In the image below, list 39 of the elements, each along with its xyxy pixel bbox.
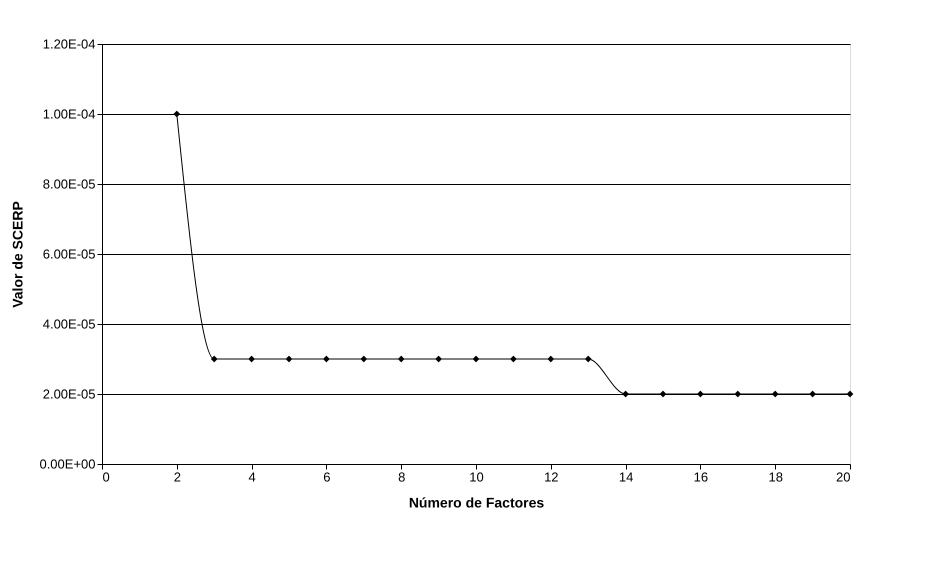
- x-tick-label: 14: [618, 470, 634, 484]
- x-tick-label: 0: [102, 470, 110, 484]
- point: [622, 390, 629, 398]
- x-tick-label: 6: [323, 470, 331, 484]
- point: [697, 390, 704, 398]
- point: [660, 390, 666, 398]
- y-tick-label: 1.20E-04: [42, 36, 96, 52]
- point: [210, 356, 218, 362]
- point: [734, 390, 742, 398]
- x-tick-label: 8: [398, 470, 406, 484]
- y-tick-label: 0.00E+00: [39, 456, 96, 472]
- point: [772, 390, 779, 398]
- point: [360, 356, 368, 362]
- point: [248, 356, 255, 362]
- x-tick-label: 20: [836, 470, 850, 484]
- point: [584, 356, 592, 362]
- y-tick-label: 2.00E-05: [42, 386, 96, 402]
- point: [398, 356, 405, 362]
- y-axis-title: Valor de SCERP: [9, 201, 26, 308]
- point: [323, 356, 330, 362]
- point: [846, 390, 854, 398]
- point: [510, 356, 517, 362]
- y-tick-label: 4.00E-05: [42, 316, 96, 332]
- point: [435, 356, 442, 362]
- x-tick-label: 12: [544, 470, 559, 484]
- x-axis-title: Número de Factores: [408, 494, 544, 510]
- y-tick-label: 8.00E-05: [42, 176, 96, 192]
- x-tick-label: 16: [694, 470, 708, 484]
- x-tick-label: 2: [174, 470, 181, 484]
- point: [472, 356, 480, 362]
- point: [286, 356, 292, 362]
- x-tick-label: 18: [768, 470, 783, 484]
- point: [809, 390, 816, 398]
- y-tick-label: 1.00E-04: [42, 106, 96, 122]
- x-tick-label: 10: [469, 470, 484, 484]
- point: [173, 110, 180, 118]
- y-tick-label: 6.00E-05: [42, 246, 96, 262]
- point: [547, 356, 554, 362]
- x-tick-label: 4: [248, 470, 256, 484]
